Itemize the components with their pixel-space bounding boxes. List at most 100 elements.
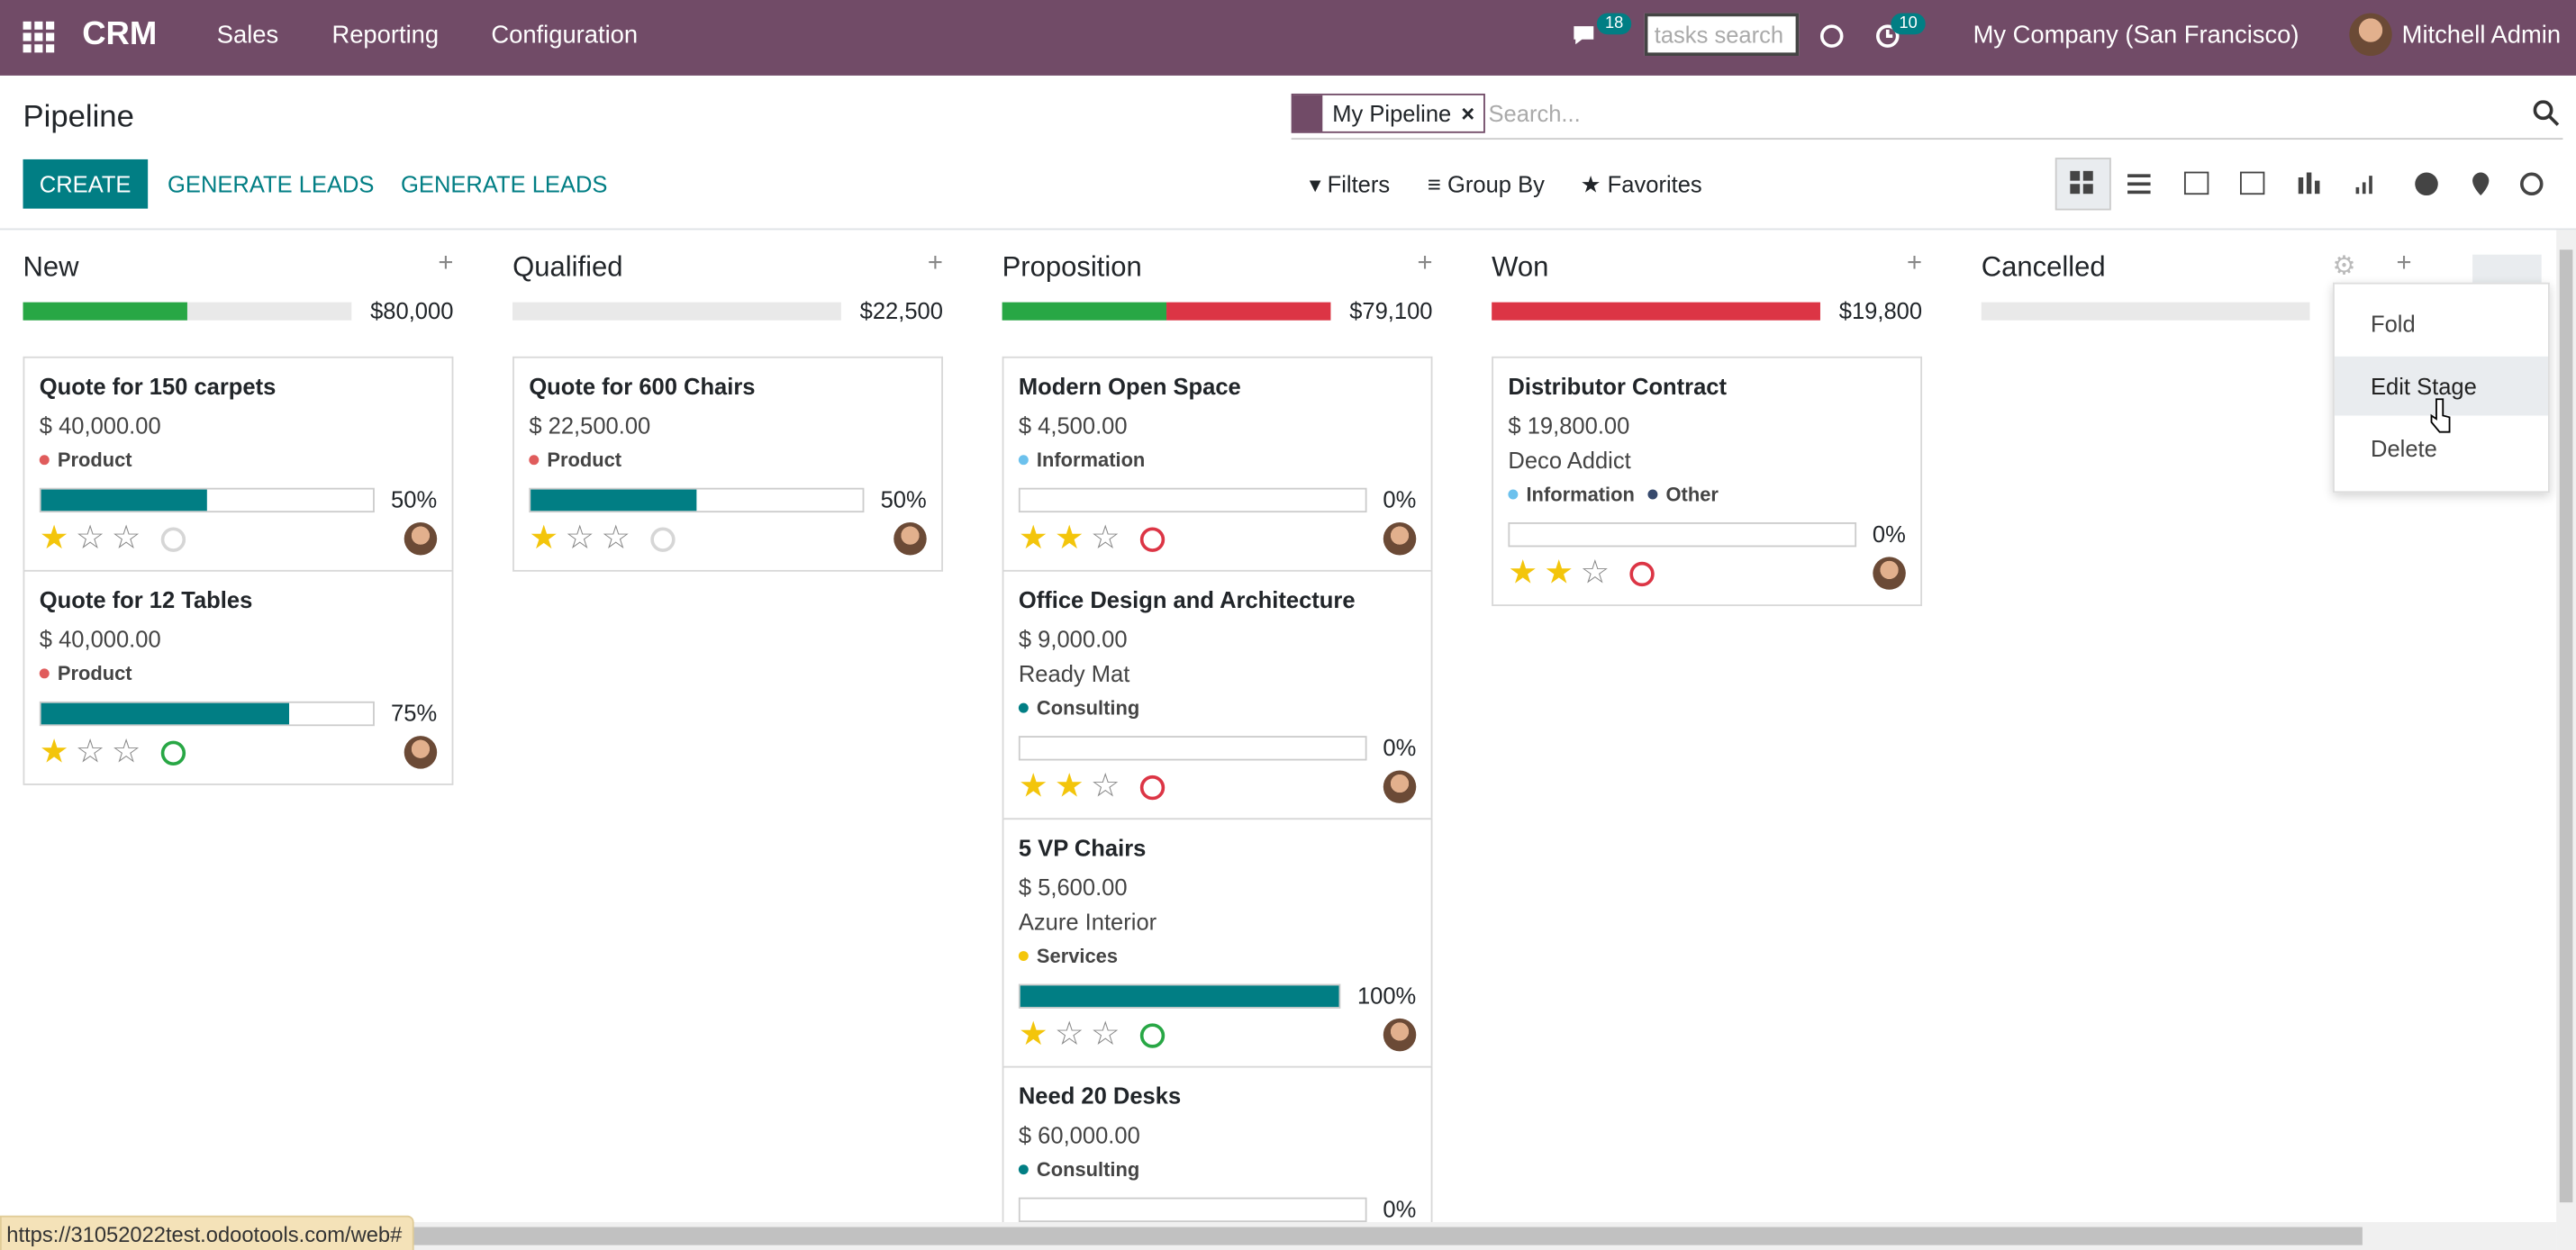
scroll-thumb[interactable] — [19, 1227, 2363, 1245]
star[interactable]: ★ — [39, 521, 69, 557]
activity-icon[interactable] — [1874, 22, 1904, 51]
lead-card[interactable]: Distributor Contract $ 19,800.00 Deco Addi… — [1492, 356, 1923, 607]
priority-stars[interactable]: ★ ☆ ☆ — [40, 736, 148, 768]
label: Favorites — [1607, 170, 1702, 197]
add-card-button[interactable]: + — [2396, 249, 2412, 278]
assignee-avatar — [1383, 1018, 1417, 1052]
activity-clock[interactable] — [1629, 560, 1655, 586]
messages-icon[interactable] — [1571, 22, 1601, 51]
star[interactable]: ☆ — [1090, 1017, 1120, 1054]
favorites-toggle[interactable]: ★ Favorites — [1580, 170, 1702, 197]
priority-stars[interactable]: ★ ★ ☆ — [1508, 557, 1616, 589]
card-amount: $ 5,600.00 — [1018, 874, 1128, 901]
filters-toggle[interactable]: ▾ Filters — [1309, 170, 1391, 197]
stage-menu: Fold Edit Stage Delete — [2333, 282, 2550, 494]
search-bar[interactable]: My Pipeline × Search... — [1291, 92, 2563, 140]
menu-item[interactable]: Reporting — [331, 21, 440, 50]
card-tags: Product — [39, 662, 437, 685]
tag-dot — [1018, 702, 1029, 713]
star[interactable]: ★ — [39, 734, 69, 771]
column-toggle[interactable] — [2472, 254, 2542, 285]
activity-clock[interactable] — [649, 526, 676, 551]
star[interactable]: ☆ — [1054, 1017, 1084, 1054]
assignee-avatar — [1383, 770, 1417, 803]
menu-item[interactable]: Configuration — [491, 21, 639, 50]
search-icon[interactable] — [2533, 100, 2560, 126]
lead-card[interactable]: Quote for 150 carpets $ 40,000.00 Product 5… — [23, 356, 454, 572]
probability-label: 0% — [1383, 485, 1417, 513]
priority-stars[interactable]: ★ ☆ ☆ — [40, 522, 148, 555]
horizontal-scrollbar[interactable] — [0, 1222, 2557, 1250]
card-amount: $ 19,800.00 — [1508, 412, 1630, 439]
star[interactable]: ★ — [1544, 555, 1574, 592]
user-avatar[interactable] — [2349, 13, 2392, 57]
activity-clock[interactable] — [1139, 1022, 1165, 1047]
app-name[interactable]: CRM — [82, 16, 158, 53]
star[interactable]: ★ — [1018, 521, 1048, 557]
lead-card[interactable]: Need 20 Desks $ 60,000.00 Consulting 0% — [1002, 1065, 1433, 1223]
lead-card[interactable]: Office Design and Architecture $ 9,000.00… — [1002, 569, 1433, 820]
column-progress — [512, 302, 841, 321]
star[interactable]: ★ — [1018, 768, 1048, 805]
star[interactable]: ☆ — [565, 521, 595, 557]
lead-card[interactable]: Quote for 600 Chairs $ 22,500.00 Product 50… — [512, 356, 943, 572]
apps-icon[interactable] — [23, 21, 56, 54]
add-card-button[interactable]: + — [1907, 249, 1923, 278]
star[interactable]: ★ — [529, 521, 559, 557]
lead-card[interactable]: Modern Open Space $ 4,500.00 Information 0%… — [1002, 356, 1433, 572]
card-tags: Product — [39, 448, 437, 471]
priority-stars[interactable]: ★ ★ ☆ — [1019, 770, 1127, 802]
star[interactable]: ☆ — [111, 521, 141, 557]
lead-card[interactable]: Quote for 12 Tables $ 40,000.00 Product 75%… — [23, 569, 454, 785]
label: Group By — [1447, 170, 1545, 197]
add-card-button[interactable]: + — [927, 249, 943, 278]
activity-clock[interactable] — [1139, 526, 1165, 551]
menu-item[interactable]: Fold — [2371, 310, 2416, 337]
vertical-scrollbar[interactable] — [2556, 230, 2576, 1250]
refresh-icon[interactable] — [1819, 22, 1848, 51]
star[interactable]: ☆ — [75, 521, 105, 557]
activity-clock[interactable] — [160, 739, 186, 765]
user-name[interactable]: Mitchell Admin — [2401, 21, 2562, 50]
generate-leads-button[interactable]: GENERATE LEADS — [168, 170, 375, 197]
activity-clock[interactable] — [160, 526, 186, 551]
star[interactable]: ☆ — [1090, 768, 1120, 805]
assignee-avatar — [1873, 557, 1906, 590]
priority-stars[interactable]: ★ ☆ ☆ — [1019, 1019, 1127, 1051]
card-amount: $ 60,000.00 — [1018, 1121, 1140, 1148]
generate-leads-button[interactable]: GENERATE LEADS — [401, 170, 608, 197]
menu-item[interactable]: Edit Stage — [2334, 356, 2548, 416]
star[interactable]: ☆ — [1090, 521, 1120, 557]
menu-item[interactable]: Delete — [2371, 435, 2437, 462]
column-settings[interactable]: ⚙ — [2332, 252, 2356, 281]
star[interactable]: ☆ — [75, 734, 105, 771]
star[interactable]: ★ — [1018, 1017, 1048, 1054]
column-title: Won — [1492, 251, 1549, 283]
messages-badge: 18 — [1596, 13, 1632, 35]
column-progress — [1981, 302, 2310, 321]
star[interactable]: ☆ — [1580, 555, 1610, 592]
add-card-button[interactable]: + — [1417, 249, 1433, 278]
create-button[interactable]: CREATE — [23, 159, 148, 209]
column-progress — [23, 302, 352, 321]
probability-label: 0% — [1872, 521, 1906, 548]
facet-remove[interactable]: × — [1461, 100, 1475, 127]
tasks-search[interactable]: tasks search — [1644, 13, 1800, 57]
star[interactable]: ★ — [1508, 555, 1538, 592]
priority-stars[interactable]: ★ ★ ☆ — [1019, 522, 1127, 555]
add-card-button[interactable]: + — [438, 249, 454, 278]
activity-clock[interactable] — [1139, 774, 1165, 800]
probability-label: 50% — [391, 485, 438, 513]
kanban-view-button[interactable] — [2054, 158, 2111, 211]
menu-item[interactable]: Sales — [216, 21, 279, 50]
scroll-thumb[interactable] — [2559, 249, 2573, 1203]
lead-card[interactable]: 5 VP Chairs $ 5,600.00 Azure Interior Servi… — [1002, 818, 1433, 1068]
star[interactable]: ★ — [1054, 521, 1084, 557]
groupby-toggle[interactable]: ≡ Group By — [1428, 170, 1545, 197]
star[interactable]: ★ — [1054, 768, 1084, 805]
company-switcher[interactable]: My Company (San Francisco) — [1973, 21, 2299, 50]
star[interactable]: ☆ — [111, 734, 141, 771]
tag-dot — [1647, 489, 1658, 500]
priority-stars[interactable]: ★ ☆ ☆ — [529, 522, 637, 555]
star[interactable]: ☆ — [601, 521, 631, 557]
